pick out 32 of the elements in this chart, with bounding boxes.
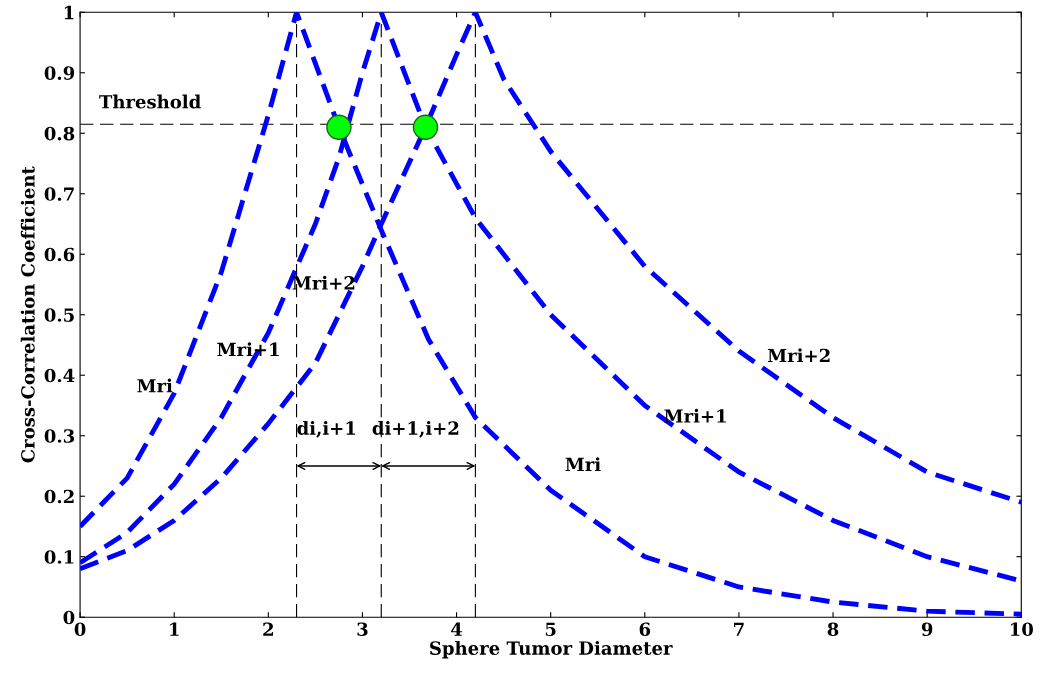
y-tick-label: 0.2 <box>44 489 74 504</box>
x-tick-label: 8 <box>827 622 839 637</box>
y-tick-label: 0.7 <box>44 187 74 201</box>
x-tick-label: 5 <box>545 622 556 637</box>
annotation: Mri <box>565 457 601 471</box>
x-tick-label: 6 <box>639 622 651 637</box>
x-tick-label: 3 <box>357 622 368 637</box>
y-axis-title: Cross-Correlation Coefficient <box>20 166 35 463</box>
x-tick-label: 1 <box>170 622 179 636</box>
y-tick-label: 1 <box>64 5 74 20</box>
x-tick-label: 2 <box>263 622 273 636</box>
x-tick-label: 10 <box>1010 622 1033 637</box>
x-tick-label: 7 <box>734 622 744 636</box>
x-tick-label: 0 <box>74 622 86 637</box>
x-axis-title: Sphere Tumor Diameter <box>430 640 673 659</box>
x-tick-label: 9 <box>921 622 933 637</box>
annotation: Mri <box>137 378 173 393</box>
ref-line-label: Threshold <box>99 94 201 109</box>
y-tick-label: 0 <box>63 610 75 625</box>
annotation: Mri+2 <box>767 348 830 363</box>
y-tick-label: 0.8 <box>44 126 75 141</box>
annotation: Mri+1 <box>664 408 726 423</box>
annotation: di,i+1 <box>297 420 356 438</box>
y-tick-label: 0.6 <box>44 247 75 262</box>
y-tick-label: 0.5 <box>44 308 74 322</box>
y-tick-label: 0.9 <box>44 66 75 80</box>
y-tick-label: 0.1 <box>44 550 74 564</box>
y-tick-label: 0.4 <box>44 368 75 383</box>
y-tick-label: 0.3 <box>44 429 75 443</box>
annotation: Mri+2 <box>292 275 355 290</box>
x-tick-label: 4 <box>451 622 463 636</box>
annotation: Mri+1 <box>217 342 279 357</box>
